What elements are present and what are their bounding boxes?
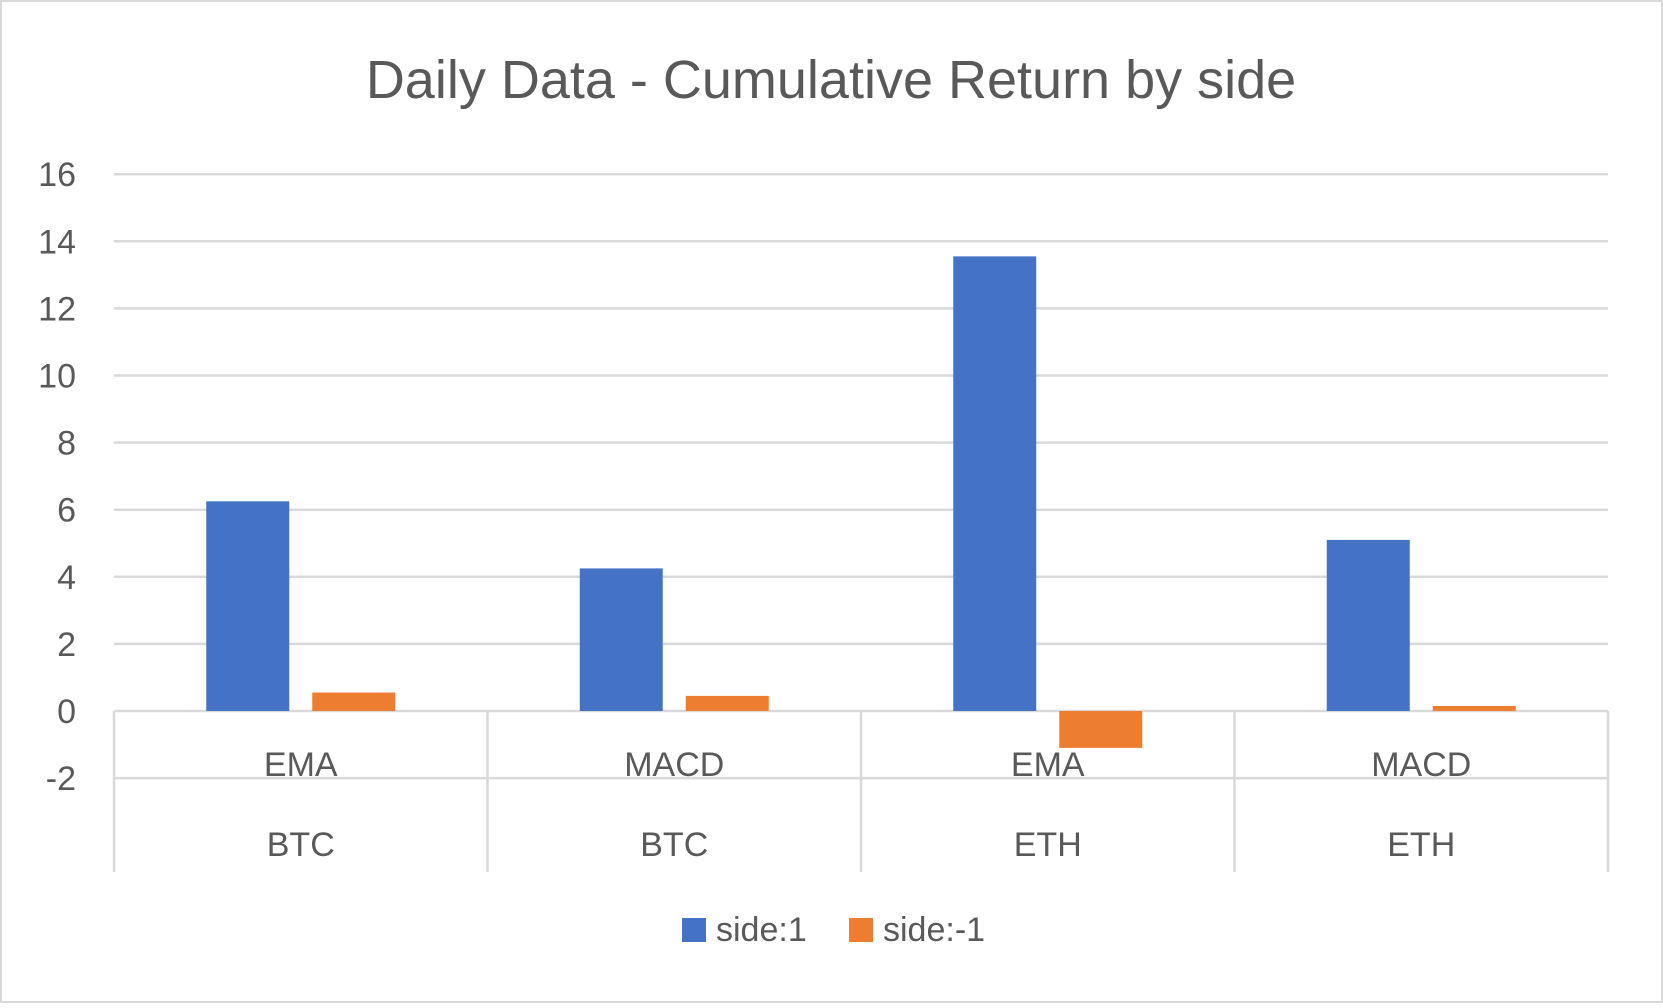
bar-side-1-2 [1059, 711, 1143, 748]
chart-title: Daily Data - Cumulative Return by side [366, 50, 1296, 110]
legend-label: side:-1 [883, 911, 985, 949]
category-label-asset: ETH [1387, 826, 1455, 864]
category-label-strategy: MACD [1371, 746, 1471, 784]
category-label-asset: ETH [1014, 826, 1082, 864]
bar-side-1-2 [953, 256, 1037, 711]
y-tick-label: -2 [46, 760, 76, 798]
legend-swatch [849, 918, 873, 942]
y-tick-label: 6 [57, 492, 76, 530]
bar-side-1-0 [312, 692, 396, 711]
category-label-asset: BTC [267, 826, 335, 864]
y-tick-label: 2 [57, 626, 76, 664]
bar-side-1-0 [206, 501, 290, 711]
bar-side-1-3 [1432, 705, 1516, 711]
category-label-asset: BTC [640, 826, 708, 864]
y-tick-label: 8 [57, 425, 76, 463]
category-label-strategy: EMA [264, 746, 338, 784]
y-tick-label: 4 [57, 559, 76, 597]
y-tick-label: 0 [57, 693, 76, 731]
y-tick-label: 14 [38, 223, 76, 261]
legend-label: side:1 [716, 911, 807, 949]
bar-side-1-1 [685, 695, 769, 711]
y-tick-label: 16 [38, 156, 76, 194]
legend: side:1 side:-1 [682, 911, 985, 949]
bar-side-1-1 [579, 568, 663, 711]
y-axis-tick-labels: -2 0 2 4 6 8 10 12 14 16 [38, 156, 76, 798]
y-tick-label: 12 [38, 290, 76, 328]
y-tick-label: 10 [38, 358, 76, 396]
category-axis: EMA BTC MACD BTC EMA ETH MACD ETH [112, 711, 1610, 872]
legend-swatch [682, 918, 706, 942]
category-label-strategy: EMA [1011, 746, 1085, 784]
bars [206, 256, 1516, 748]
bar-side-1-3 [1326, 539, 1410, 711]
category-label-strategy: MACD [624, 746, 724, 784]
